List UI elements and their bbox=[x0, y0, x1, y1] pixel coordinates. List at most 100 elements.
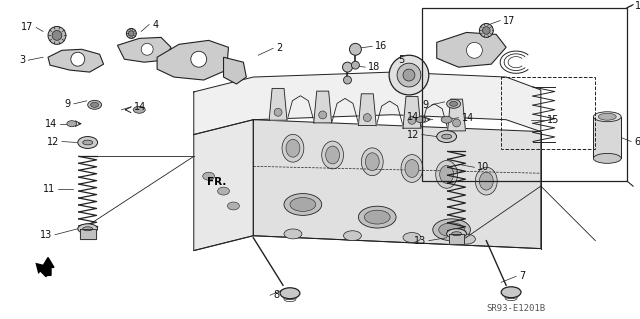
Ellipse shape bbox=[433, 219, 470, 241]
Ellipse shape bbox=[286, 139, 300, 157]
Text: 1: 1 bbox=[635, 1, 640, 11]
Text: 2: 2 bbox=[276, 43, 282, 53]
Polygon shape bbox=[194, 72, 541, 135]
Ellipse shape bbox=[88, 100, 102, 109]
Ellipse shape bbox=[284, 229, 302, 239]
Text: 4: 4 bbox=[152, 19, 158, 29]
Circle shape bbox=[141, 43, 153, 55]
Circle shape bbox=[452, 119, 461, 127]
Ellipse shape bbox=[450, 101, 458, 106]
Polygon shape bbox=[253, 120, 541, 249]
Ellipse shape bbox=[401, 155, 423, 182]
Bar bbox=[501, 77, 595, 149]
Polygon shape bbox=[314, 91, 332, 123]
Ellipse shape bbox=[344, 231, 362, 241]
Ellipse shape bbox=[227, 202, 239, 210]
Text: 16: 16 bbox=[375, 41, 387, 51]
Circle shape bbox=[191, 51, 207, 67]
Circle shape bbox=[48, 26, 66, 44]
Polygon shape bbox=[80, 229, 95, 239]
Text: 14: 14 bbox=[134, 102, 147, 112]
Polygon shape bbox=[194, 120, 253, 251]
Ellipse shape bbox=[133, 106, 145, 113]
Circle shape bbox=[479, 24, 493, 37]
Text: 5: 5 bbox=[397, 55, 404, 65]
Text: 17: 17 bbox=[503, 16, 516, 26]
Circle shape bbox=[52, 31, 62, 40]
Polygon shape bbox=[269, 88, 287, 120]
Circle shape bbox=[349, 43, 362, 55]
Circle shape bbox=[467, 42, 483, 58]
Ellipse shape bbox=[438, 223, 465, 237]
Text: 13: 13 bbox=[413, 236, 426, 246]
Ellipse shape bbox=[452, 232, 461, 236]
Ellipse shape bbox=[593, 112, 621, 122]
Text: 15: 15 bbox=[547, 115, 559, 125]
Circle shape bbox=[403, 69, 415, 81]
Polygon shape bbox=[118, 37, 171, 62]
Circle shape bbox=[408, 116, 416, 124]
Polygon shape bbox=[42, 257, 54, 275]
Text: 14: 14 bbox=[461, 113, 474, 123]
Text: 10: 10 bbox=[477, 162, 490, 172]
Ellipse shape bbox=[83, 140, 93, 145]
Text: 13: 13 bbox=[40, 230, 52, 240]
Polygon shape bbox=[403, 96, 421, 128]
Circle shape bbox=[342, 62, 353, 72]
Polygon shape bbox=[436, 33, 506, 67]
Ellipse shape bbox=[364, 210, 390, 224]
Ellipse shape bbox=[436, 130, 456, 143]
Polygon shape bbox=[48, 49, 104, 72]
Circle shape bbox=[126, 28, 136, 38]
Ellipse shape bbox=[322, 141, 344, 169]
Text: 14: 14 bbox=[45, 119, 57, 129]
Ellipse shape bbox=[458, 234, 476, 244]
Text: 3: 3 bbox=[19, 55, 25, 65]
Polygon shape bbox=[449, 234, 465, 244]
Text: 8: 8 bbox=[273, 290, 279, 300]
Ellipse shape bbox=[91, 102, 99, 107]
Ellipse shape bbox=[593, 153, 621, 163]
Circle shape bbox=[129, 31, 134, 36]
Circle shape bbox=[71, 52, 84, 66]
Polygon shape bbox=[223, 57, 246, 84]
Polygon shape bbox=[157, 41, 228, 80]
Text: 9: 9 bbox=[65, 99, 71, 109]
Text: 12: 12 bbox=[47, 137, 59, 146]
Text: 7: 7 bbox=[519, 271, 525, 281]
Ellipse shape bbox=[203, 172, 214, 180]
Text: 9: 9 bbox=[422, 100, 429, 110]
Text: 14: 14 bbox=[406, 112, 419, 122]
Ellipse shape bbox=[501, 287, 521, 298]
Circle shape bbox=[351, 61, 360, 69]
Ellipse shape bbox=[442, 134, 452, 139]
Ellipse shape bbox=[598, 113, 616, 120]
Ellipse shape bbox=[282, 134, 304, 162]
Text: 11: 11 bbox=[43, 184, 55, 194]
Ellipse shape bbox=[447, 229, 467, 239]
Circle shape bbox=[389, 55, 429, 95]
Polygon shape bbox=[447, 99, 465, 131]
Bar bbox=[593, 117, 621, 158]
Ellipse shape bbox=[441, 116, 452, 123]
Ellipse shape bbox=[358, 206, 396, 228]
Ellipse shape bbox=[365, 153, 380, 171]
Circle shape bbox=[319, 111, 326, 119]
Ellipse shape bbox=[362, 148, 383, 176]
Ellipse shape bbox=[479, 172, 493, 190]
Circle shape bbox=[483, 26, 490, 34]
Polygon shape bbox=[35, 263, 50, 278]
Ellipse shape bbox=[290, 197, 316, 211]
Ellipse shape bbox=[284, 194, 322, 215]
Ellipse shape bbox=[436, 160, 458, 188]
Ellipse shape bbox=[403, 233, 421, 242]
Ellipse shape bbox=[78, 224, 98, 234]
Ellipse shape bbox=[440, 166, 454, 183]
Text: FR.: FR. bbox=[207, 177, 227, 187]
Circle shape bbox=[364, 114, 371, 122]
Circle shape bbox=[274, 108, 282, 116]
Text: 12: 12 bbox=[406, 130, 419, 140]
Ellipse shape bbox=[326, 146, 340, 164]
Ellipse shape bbox=[476, 167, 497, 195]
Ellipse shape bbox=[405, 160, 419, 177]
